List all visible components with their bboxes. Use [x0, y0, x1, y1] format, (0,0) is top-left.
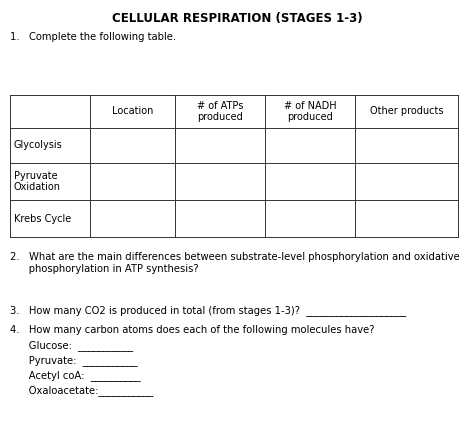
Text: # of NADH
produced: # of NADH produced	[283, 101, 337, 122]
Text: 3.   How many CO2 is produced in total (from stages 1-3)?  ____________________: 3. How many CO2 is produced in total (fr…	[10, 305, 406, 316]
Text: Pyruvate
Oxidation: Pyruvate Oxidation	[14, 171, 61, 192]
Text: Krebs Cycle: Krebs Cycle	[14, 213, 71, 224]
Text: Oxaloacetate:___________: Oxaloacetate:___________	[10, 385, 154, 396]
Text: 1.   Complete the following table.: 1. Complete the following table.	[10, 32, 176, 42]
Text: Location: Location	[112, 106, 153, 117]
Text: Pyruvate:  ___________: Pyruvate: ___________	[10, 355, 137, 366]
Text: # of ATPs
produced: # of ATPs produced	[197, 101, 243, 122]
Text: Glycolysis: Glycolysis	[14, 140, 63, 150]
Text: Other products: Other products	[370, 106, 443, 117]
Text: Glucose:  ___________: Glucose: ___________	[10, 340, 133, 351]
Text: 2.   What are the main differences between substrate-level phosphorylation and o: 2. What are the main differences between…	[10, 252, 460, 274]
Text: CELLULAR RESPIRATION (STAGES 1-3): CELLULAR RESPIRATION (STAGES 1-3)	[112, 12, 362, 25]
Text: 4.   How many carbon atoms does each of the following molecules have?: 4. How many carbon atoms does each of th…	[10, 325, 374, 335]
Text: Acetyl coA:  __________: Acetyl coA: __________	[10, 370, 141, 381]
